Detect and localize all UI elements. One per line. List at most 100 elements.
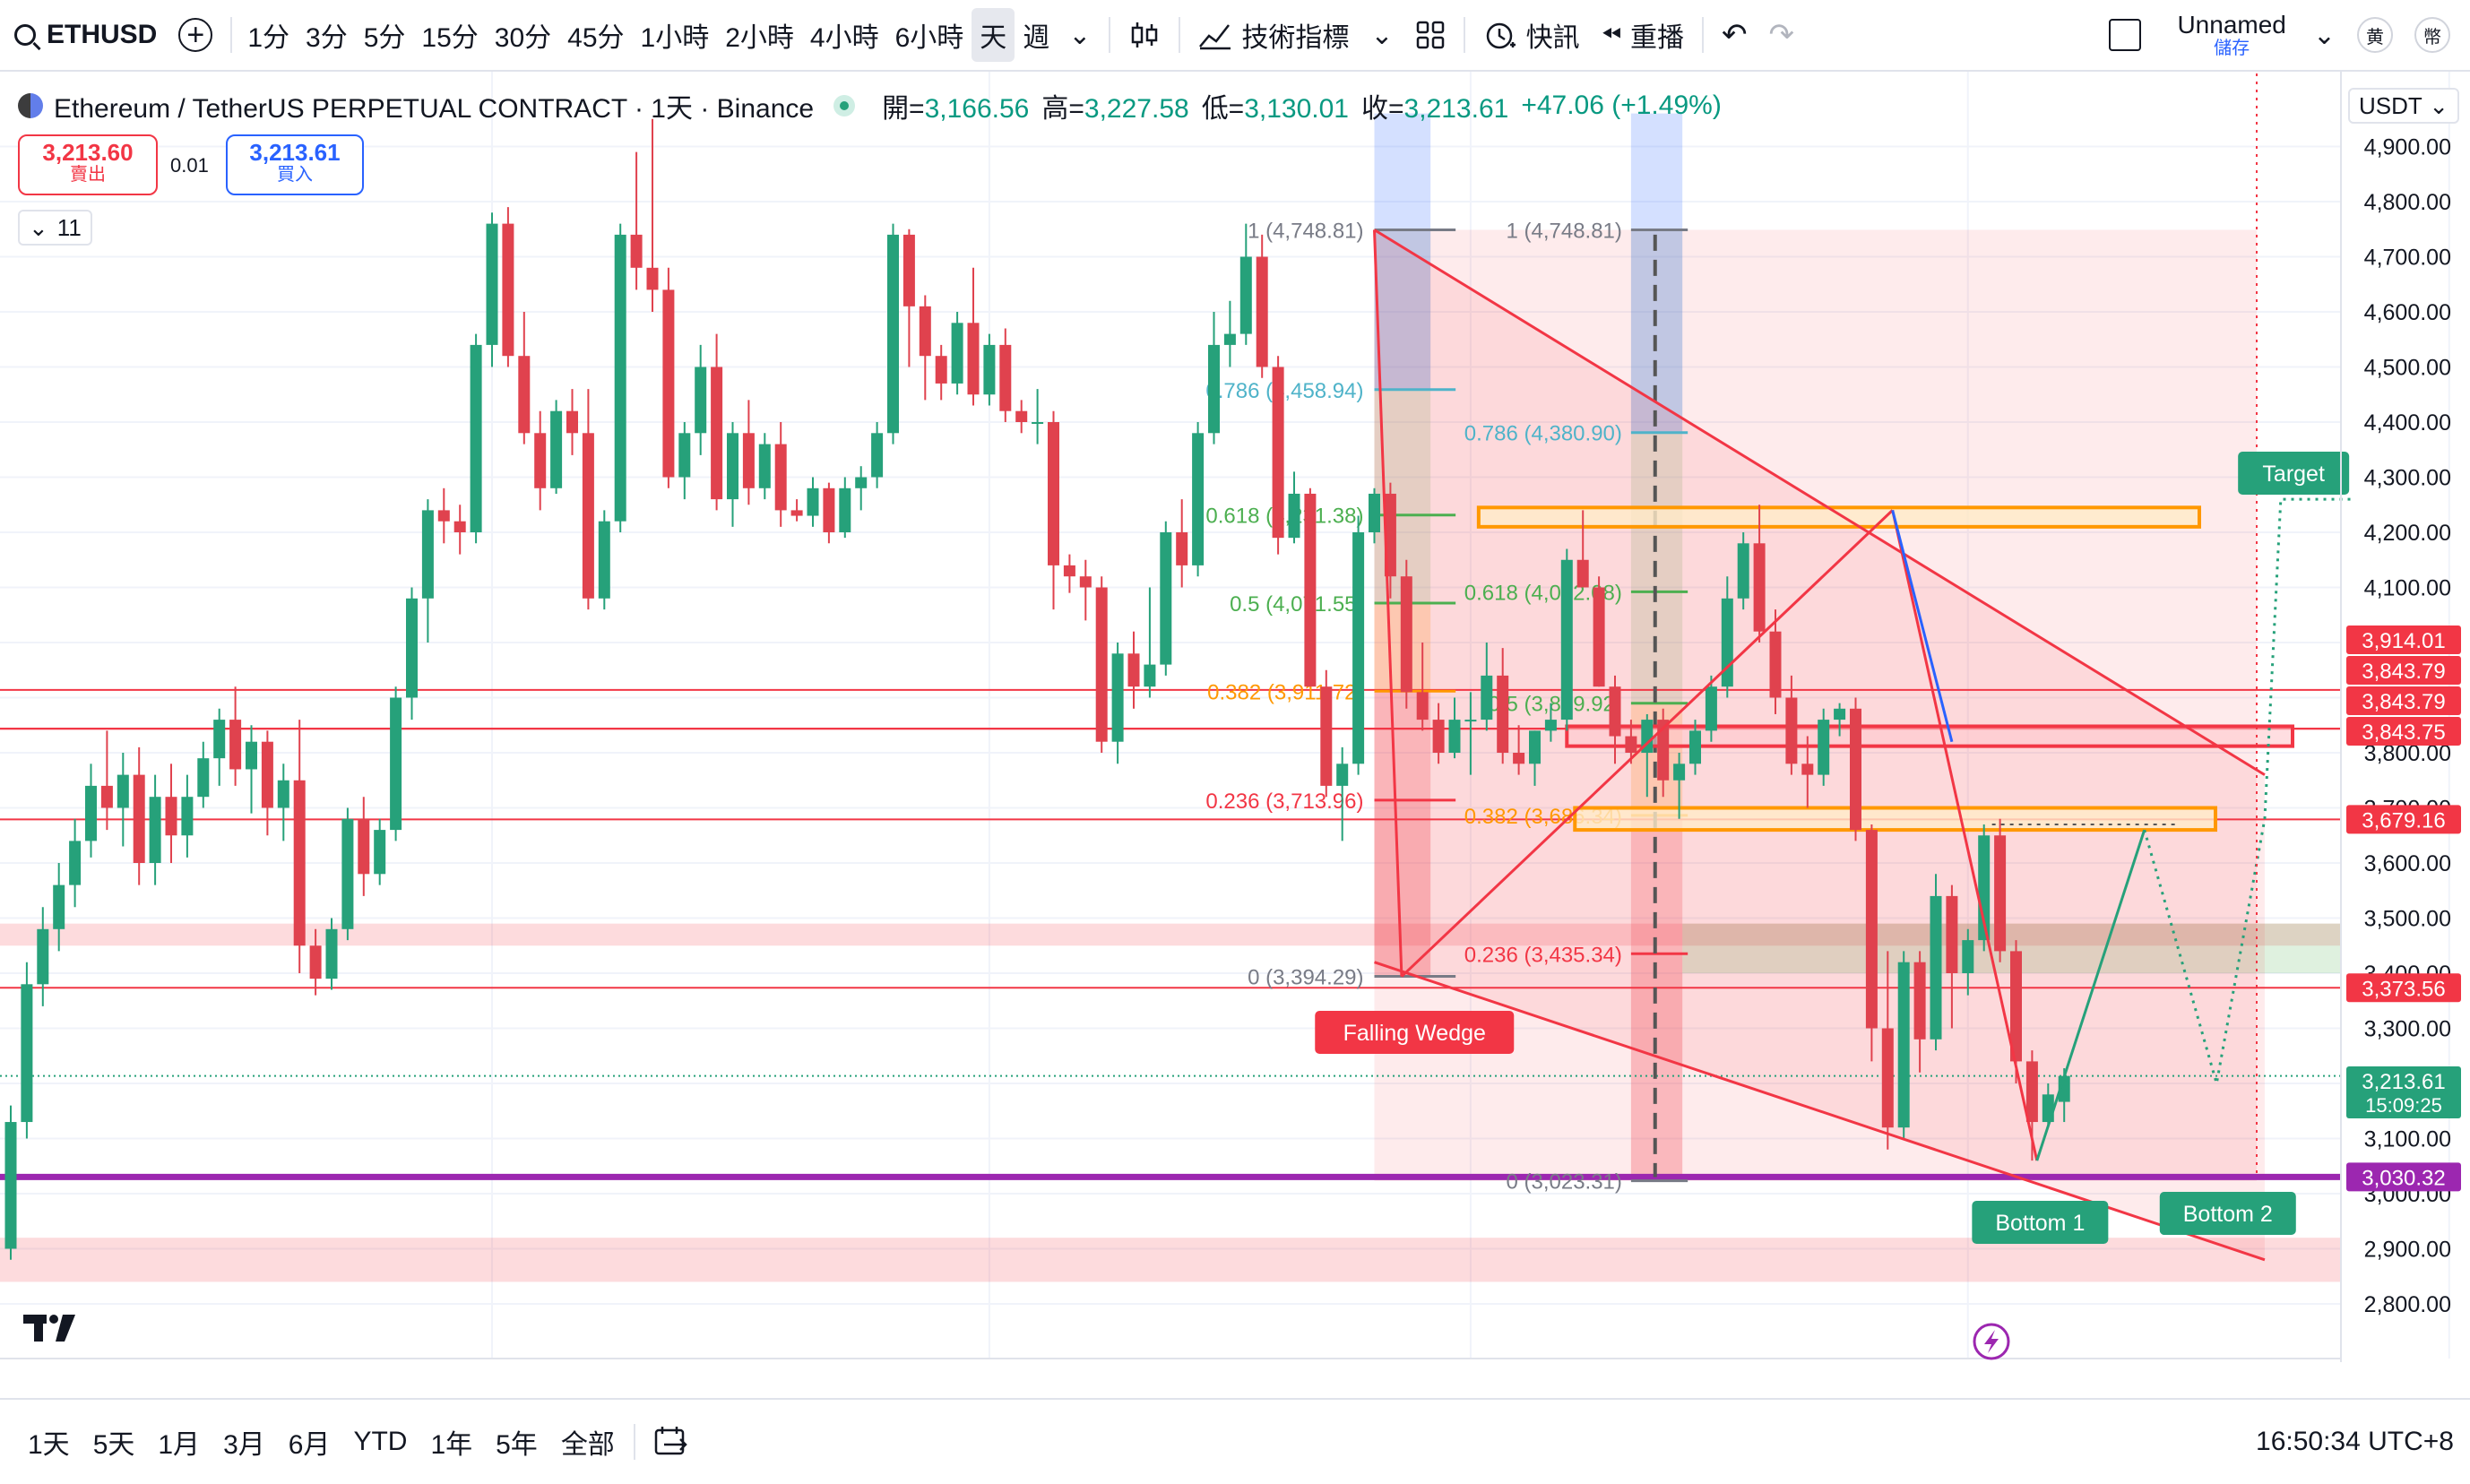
candle-body[interactable] xyxy=(309,945,322,979)
candle-body[interactable] xyxy=(2025,1061,2038,1123)
candle-body[interactable] xyxy=(1448,720,1461,753)
candle-body[interactable] xyxy=(1994,835,2007,952)
annotation-1[interactable]: Bottom 1 xyxy=(1972,1201,2109,1244)
candle-body[interactable] xyxy=(807,487,819,516)
candle-body[interactable] xyxy=(1144,664,1156,687)
buy-button[interactable]: 3,213.61 買入 xyxy=(226,134,364,195)
candle-body[interactable] xyxy=(1946,895,1958,973)
interval-1[interactable]: 3分 xyxy=(306,23,348,53)
candle-body[interactable] xyxy=(902,234,915,306)
candle-body[interactable] xyxy=(887,234,899,434)
candle-body[interactable] xyxy=(871,433,884,478)
price-tag-2[interactable]: 3,843.79 xyxy=(2346,686,2461,715)
layout-select-button[interactable]: Unnamed 儲存 ⌄ xyxy=(2098,8,2346,62)
candle-body[interactable] xyxy=(358,818,370,875)
price-tag-6[interactable]: 3,030.32 xyxy=(2346,1162,2461,1192)
candle-body[interactable] xyxy=(1369,493,1380,532)
candle-body[interactable] xyxy=(1673,764,1686,781)
candle-body[interactable] xyxy=(534,433,547,488)
interval-2[interactable]: 5分 xyxy=(363,23,406,53)
candle-body[interactable] xyxy=(341,818,354,929)
interval-0[interactable]: 1分 xyxy=(247,23,290,53)
candle-body[interactable] xyxy=(1464,720,1477,722)
candle-body[interactable] xyxy=(69,841,82,885)
candle-body[interactable] xyxy=(1176,532,1188,565)
candle-body[interactable] xyxy=(758,444,771,488)
interval-dropdown[interactable]: ⌄ xyxy=(1058,8,1101,62)
candle-body[interactable] xyxy=(1111,653,1124,742)
candle-body[interactable] xyxy=(1288,493,1300,539)
interval-11[interactable]: 週 xyxy=(1023,23,1050,53)
candle-body[interactable] xyxy=(470,344,482,532)
indicators-collapse-button[interactable]: ⌄ 11 xyxy=(18,210,92,246)
candle-body[interactable] xyxy=(967,323,980,395)
candle-body[interactable] xyxy=(1609,686,1621,737)
candle-body[interactable] xyxy=(246,741,257,770)
candle-body[interactable] xyxy=(1432,720,1445,753)
candle-body[interactable] xyxy=(21,984,33,1123)
candle-body[interactable] xyxy=(678,433,691,478)
candle-body[interactable] xyxy=(1897,962,1910,1128)
candle-body[interactable] xyxy=(437,510,450,522)
candle-body[interactable] xyxy=(406,598,418,698)
price-tag-5[interactable]: 3,373.56 xyxy=(2346,973,2461,1003)
price-tag-3[interactable]: 3,843.75 xyxy=(2346,717,2461,746)
candle-body[interactable] xyxy=(646,267,659,290)
candle-body[interactable] xyxy=(1336,764,1349,786)
candle-body[interactable] xyxy=(1048,422,1059,565)
candle-body[interactable] xyxy=(1095,587,1108,742)
clock[interactable]: 16:50:34 UTC+8 xyxy=(2256,1427,2454,1456)
candle-body[interactable] xyxy=(855,477,868,488)
candle-body[interactable] xyxy=(1400,576,1412,693)
candle-body[interactable] xyxy=(2010,951,2022,1062)
candle-body[interactable] xyxy=(566,410,578,434)
candle-body[interactable] xyxy=(53,884,65,929)
range-4[interactable]: 6月 xyxy=(288,1430,331,1460)
candle-body[interactable] xyxy=(100,785,113,808)
candle-body[interactable] xyxy=(711,367,723,500)
candle-body[interactable] xyxy=(325,928,338,979)
candle-body[interactable] xyxy=(1239,256,1252,334)
candle-body[interactable] xyxy=(1015,410,1028,422)
candle-body[interactable] xyxy=(1223,333,1236,345)
candle-body[interactable] xyxy=(999,344,1012,411)
candle-body[interactable] xyxy=(2042,1094,2054,1123)
candle-body[interactable] xyxy=(518,356,531,434)
interval-7[interactable]: 2小時 xyxy=(725,23,794,53)
candle-body[interactable] xyxy=(277,780,289,808)
sell-button[interactable]: 3,213.60 賣出 xyxy=(18,134,158,195)
candle-body[interactable] xyxy=(453,521,466,532)
candle-body[interactable] xyxy=(1529,730,1541,764)
candle-body[interactable] xyxy=(1320,686,1333,786)
candle-body[interactable] xyxy=(1272,367,1284,539)
interval-6[interactable]: 1小時 xyxy=(640,23,710,53)
candle-body[interactable] xyxy=(165,797,177,836)
candle-body[interactable] xyxy=(1416,692,1429,720)
candle-body[interactable] xyxy=(1705,686,1717,731)
candle-body[interactable] xyxy=(774,444,787,511)
candle-body[interactable] xyxy=(1930,895,1942,1040)
price-chart[interactable]: 1 (4,748.81) 0.786 (4,458.94) 0.618 (4,231… xyxy=(0,72,2470,1362)
annotation-0[interactable]: Falling Wedge xyxy=(1315,1011,1515,1054)
candle-body[interactable] xyxy=(293,780,306,946)
replay-button[interactable]: ⏪︎ 重播 xyxy=(1591,8,1695,62)
layout-grid-button[interactable] xyxy=(1404,8,1456,62)
candle-body[interactable] xyxy=(1560,559,1573,720)
currency-button[interactable]: 幣 xyxy=(2404,8,2461,62)
candle-body[interactable] xyxy=(1962,940,1974,973)
price-tag-1[interactable]: 3,843.79 xyxy=(2346,656,2461,685)
interval-3[interactable]: 15分 xyxy=(421,23,479,53)
candle-body[interactable] xyxy=(919,306,931,357)
candle-body[interactable] xyxy=(1513,753,1525,764)
candle-body[interactable] xyxy=(1850,708,1861,831)
candle-body[interactable] xyxy=(1834,708,1846,720)
candle-body[interactable] xyxy=(1769,631,1782,698)
candle-body[interactable] xyxy=(85,785,97,841)
candle-body[interactable] xyxy=(1352,532,1365,764)
candle-body[interactable] xyxy=(1304,493,1317,687)
candle-body[interactable] xyxy=(1865,830,1878,1029)
candle-body[interactable] xyxy=(181,797,194,836)
candle-body[interactable] xyxy=(951,323,963,384)
candle-body[interactable] xyxy=(1576,559,1589,588)
